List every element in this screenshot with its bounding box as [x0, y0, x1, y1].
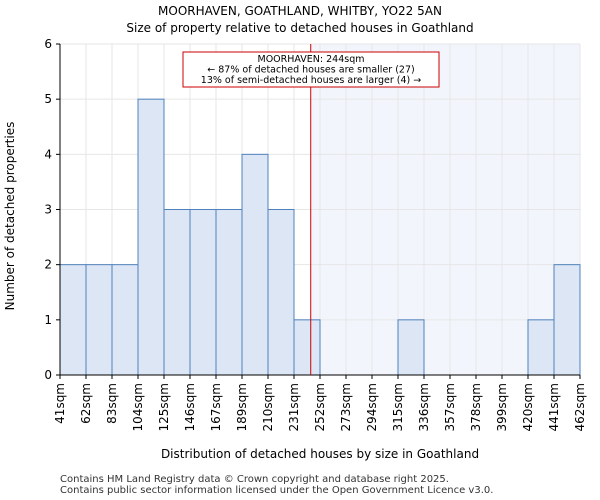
histogram-bar: [163, 209, 191, 376]
footer-licence: Contains public sector information licen…: [60, 485, 494, 496]
histogram-bar: [293, 319, 321, 376]
footer-copyright: Contains HM Land Registry data © Crown c…: [60, 474, 449, 485]
annotation-line: 13% of semi-detached houses are larger (…: [201, 75, 421, 86]
x-tick-label: 420sqm: [521, 383, 535, 431]
x-tick-label: 189sqm: [235, 383, 249, 431]
x-tick-label: 441sqm: [547, 383, 561, 431]
y-tick-label: 4: [44, 147, 52, 161]
y-axis-label: Number of detached properties: [3, 122, 17, 311]
histogram-bar: [59, 264, 87, 376]
x-tick-label: 462sqm: [573, 383, 587, 431]
x-tick-label: 231sqm: [287, 383, 301, 431]
annotation-line: MOORHAVEN: 244sqm: [258, 54, 365, 65]
histogram-bar: [189, 209, 217, 376]
y-tick-label: 1: [44, 313, 52, 327]
x-tick-label: 210sqm: [261, 383, 275, 431]
histogram-bar: [137, 98, 165, 376]
histogram-bar: [111, 264, 139, 376]
chart-title: MOORHAVEN, GOATHLAND, WHITBY, YO22 5AN: [158, 4, 442, 18]
x-tick-label: 125sqm: [157, 383, 171, 431]
histogram-bar: [267, 209, 295, 376]
x-tick-label: 62sqm: [79, 383, 93, 424]
histogram-bar: [397, 319, 425, 376]
chart-subtitle: Size of property relative to detached ho…: [126, 21, 473, 35]
x-tick-label: 273sqm: [339, 383, 353, 431]
annotation-line: ← 87% of detached houses are smaller (27…: [207, 65, 414, 76]
x-tick-label: 378sqm: [469, 383, 483, 431]
y-tick-label: 3: [44, 203, 52, 217]
histogram-bar: [215, 209, 243, 376]
histogram-bar: [241, 153, 269, 376]
y-tick-label: 0: [44, 368, 52, 382]
x-tick-label: 315sqm: [391, 383, 405, 431]
x-tick-label: 83sqm: [105, 383, 119, 424]
annotation-box: [182, 51, 440, 88]
y-tick-label: 6: [44, 37, 52, 51]
x-tick-label: 357sqm: [443, 383, 457, 431]
x-tick-label: 41sqm: [53, 383, 67, 424]
x-tick-label: 104sqm: [131, 383, 145, 431]
histogram-bar: [553, 264, 581, 376]
x-axis-label: Distribution of detached houses by size …: [161, 447, 479, 461]
x-tick-label: 167sqm: [209, 383, 223, 431]
x-tick-label: 252sqm: [313, 383, 327, 431]
histogram-bar: [85, 264, 113, 376]
x-tick-label: 336sqm: [417, 383, 431, 431]
x-tick-label: 146sqm: [183, 383, 197, 431]
x-tick-label: 294sqm: [365, 383, 379, 431]
y-tick-label: 2: [44, 258, 52, 272]
x-tick-label: 399sqm: [495, 383, 509, 431]
y-tick-label: 5: [44, 92, 52, 106]
histogram-bar: [527, 319, 555, 376]
